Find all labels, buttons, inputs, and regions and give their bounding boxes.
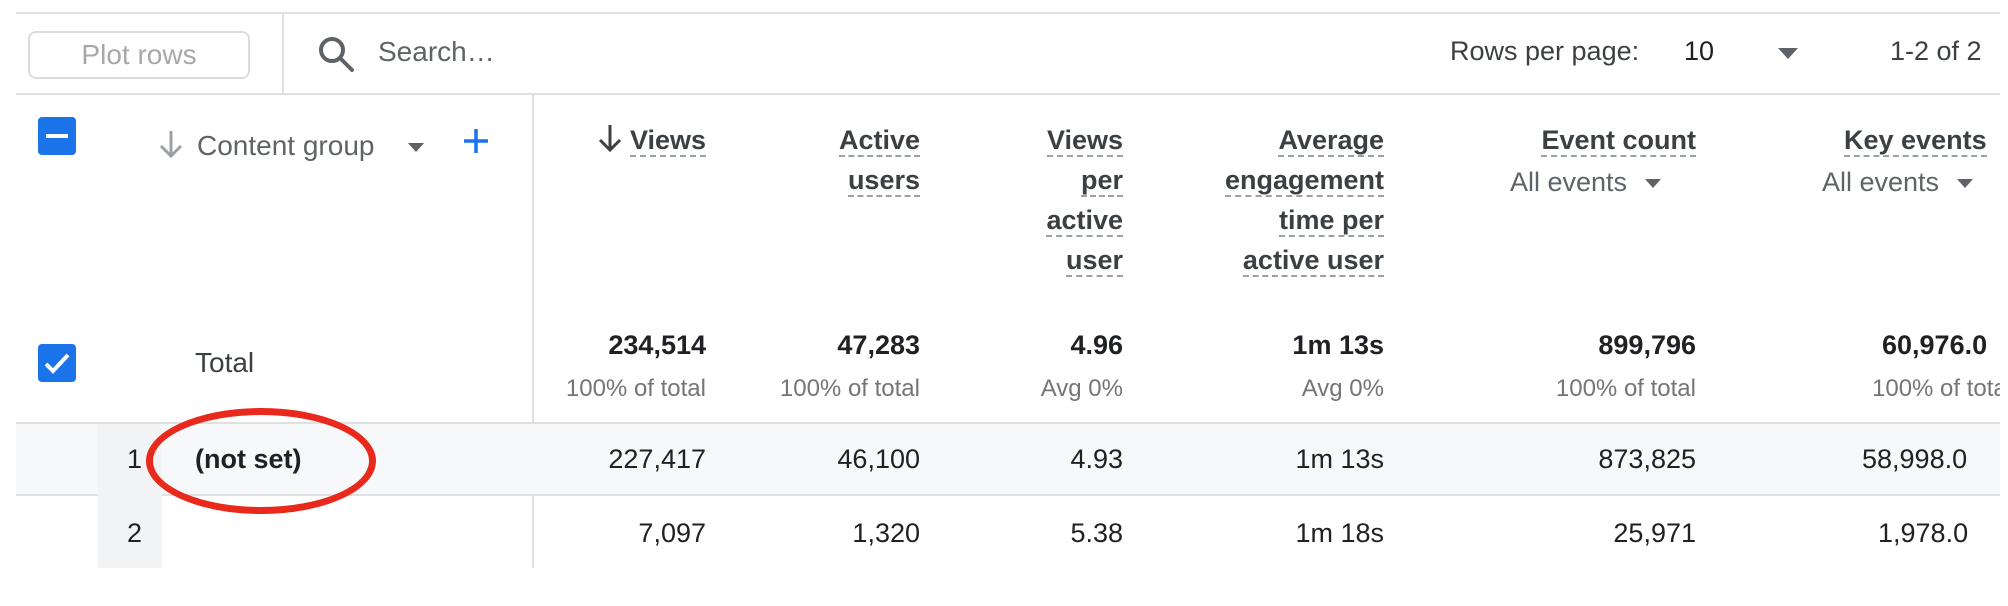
header-label: per: [1080, 165, 1123, 197]
header-label: Views: [1046, 125, 1123, 157]
column-header-views-per-active-user[interactable]: Views per active user: [1046, 120, 1123, 280]
header-label: user: [1065, 245, 1123, 277]
selector-label: All events: [1510, 167, 1628, 197]
table-cell: 1,320: [852, 518, 920, 548]
sort-arrow-down-icon: [598, 125, 621, 153]
table-cell: 4.93: [1070, 444, 1123, 474]
highlight-annotation: [146, 408, 376, 514]
total-label: Total: [195, 347, 255, 378]
header-label: Event count: [1541, 125, 1696, 157]
rows-per-page-select[interactable]: 10: [1684, 36, 1715, 66]
column-header-average-engagement-time[interactable]: Average engagement time per active user: [1224, 120, 1384, 280]
total-percent: 100% of total: [565, 375, 706, 402]
table-cell: 1m 18s: [1295, 518, 1384, 548]
event-count-selector[interactable]: All events: [1510, 167, 1662, 198]
column-header-active-users[interactable]: Active users: [838, 120, 920, 200]
table-cell: 46,100: [837, 444, 920, 474]
row-index: 2: [126, 518, 142, 548]
chevron-down-icon: [1957, 179, 1974, 189]
content-group-header[interactable]: Content group: [197, 130, 375, 161]
header-label: active: [1046, 205, 1123, 237]
toolbar-divider: [282, 14, 284, 94]
header-label: Views: [629, 125, 706, 157]
header-label: users: [847, 165, 920, 197]
row-index: 1: [126, 444, 142, 474]
plot-rows-button[interactable]: Plot rows: [28, 31, 250, 79]
column-header-key-events[interactable]: Key events: [1844, 120, 1987, 160]
header-label: Key events: [1844, 125, 1987, 157]
header-label: time per: [1278, 205, 1384, 237]
pagination-info: 1-2 of 2: [1890, 36, 1982, 66]
table-cell: 58,998.0: [1862, 444, 1968, 474]
sort-arrow-down-icon[interactable]: [158, 128, 184, 160]
checkmark-icon: [44, 353, 70, 374]
search-input[interactable]: Search…: [378, 36, 495, 67]
table-cell: 25,971: [1613, 518, 1696, 548]
header-label: Active: [838, 125, 920, 157]
total-percent: 100% of total: [1555, 375, 1696, 402]
total-percent: Avg 0%: [1040, 375, 1123, 402]
header-label: Average: [1278, 125, 1384, 157]
total-percent: Avg 0%: [1301, 375, 1384, 402]
search-icon[interactable]: [316, 34, 356, 74]
table-cell: 1,978.0: [1878, 518, 1969, 548]
header-label: active user: [1242, 245, 1384, 277]
total-percent: 100% of total: [1872, 375, 2000, 402]
chevron-down-icon[interactable]: [408, 143, 424, 152]
select-all-checkbox[interactable]: [38, 117, 76, 155]
plus-icon[interactable]: [460, 125, 492, 157]
total-value: 60,976.0: [1882, 330, 1988, 360]
total-value: 899,796: [1598, 330, 1696, 360]
table-cell: 7,097: [638, 518, 706, 548]
chevron-down-icon: [1645, 179, 1662, 189]
column-divider: [532, 93, 534, 568]
total-value: 234,514: [608, 330, 706, 360]
table-cell: 873,825: [1598, 444, 1696, 474]
header-divider: [16, 93, 2000, 95]
key-events-selector[interactable]: All events: [1822, 167, 1974, 198]
totals-checkbox[interactable]: [38, 344, 76, 382]
table-cell: 227,417: [608, 444, 706, 474]
column-header-event-count[interactable]: Event count: [1541, 120, 1696, 160]
total-value: 1m 13s: [1292, 330, 1384, 360]
column-header-views[interactable]: Views: [598, 120, 706, 160]
table-cell: 5.38: [1070, 518, 1123, 548]
top-divider: [16, 12, 2000, 14]
total-value: 47,283: [837, 330, 920, 360]
chevron-down-icon[interactable]: [1778, 48, 1798, 59]
selector-label: All events: [1822, 167, 1940, 197]
total-value: 4.96: [1070, 330, 1123, 360]
table-cell: 1m 13s: [1295, 444, 1384, 474]
total-percent: 100% of total: [779, 375, 920, 402]
header-label: engagement: [1224, 165, 1384, 197]
rows-per-page-label: Rows per page:: [1450, 36, 1640, 66]
